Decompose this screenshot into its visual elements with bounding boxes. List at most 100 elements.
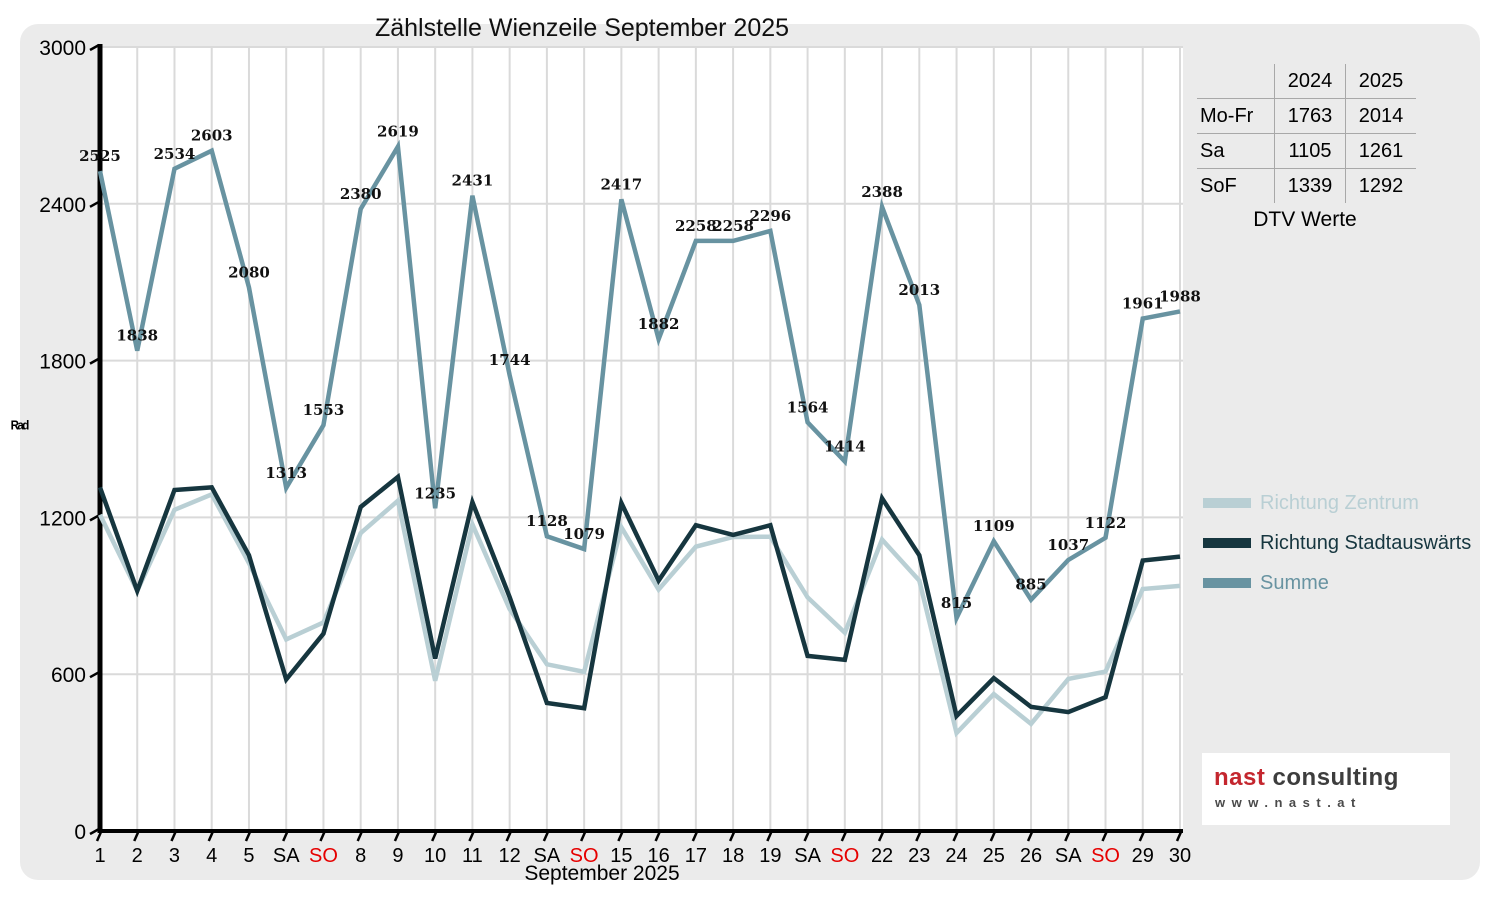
data-label: 1235 <box>414 484 456 502</box>
x-tick-label: 23 <box>908 845 930 867</box>
x-tick <box>1026 831 1034 842</box>
x-tick <box>915 831 922 842</box>
x-tick-label: SO <box>309 845 338 867</box>
data-label: 2619 <box>377 123 419 141</box>
x-tick <box>840 831 847 842</box>
x-tick <box>1064 831 1071 842</box>
y-tick <box>89 43 100 52</box>
legend-label: Richtung Stadtauswärts <box>1260 531 1472 554</box>
x-tick-label: SO <box>570 845 599 867</box>
x-tick <box>766 831 773 842</box>
x-tick <box>728 831 736 842</box>
data-label: 2417 <box>601 175 643 193</box>
y-tick-label: 1200 <box>39 507 86 530</box>
x-tick <box>282 831 289 842</box>
x-tick <box>207 831 214 842</box>
x-tick <box>133 831 140 842</box>
y-tick-label: 600 <box>51 664 86 687</box>
x-tick <box>1138 831 1145 842</box>
x-tick <box>952 831 959 842</box>
x-axis-title: September 2025 <box>524 862 680 885</box>
x-tick-label: 29 <box>1132 845 1154 867</box>
dtv-row-label: Mo-Fr <box>1197 98 1275 134</box>
nast-logo-wordmark: nast consulting <box>1214 764 1450 792</box>
x-tick <box>542 831 550 842</box>
data-label: 1313 <box>265 464 307 482</box>
y-tick <box>89 514 100 522</box>
dtv-value: 2014 <box>1345 98 1416 134</box>
nast-logo-brand: nast <box>1214 764 1266 791</box>
data-label: 1882 <box>638 315 680 333</box>
x-tick-label: 5 <box>243 845 254 867</box>
x-tick-label: 9 <box>392 845 403 867</box>
x-tick-label: 30 <box>1169 845 1191 867</box>
legend-label: Richtung Zentrum <box>1260 491 1419 514</box>
dtv-table: 2024 2025 Mo-Fr 1763 2014 Sa 1105 1261 S… <box>1197 64 1416 203</box>
data-label: 815 <box>941 594 972 612</box>
x-tick-label: 1 <box>94 845 105 867</box>
data-label: 2258 <box>675 217 717 235</box>
x-tick <box>877 831 885 842</box>
dtv-header-row: 2024 2025 <box>1197 64 1416 99</box>
x-tick-label: 19 <box>759 845 781 867</box>
data-label: 2258 <box>712 217 754 235</box>
legend: Richtung Zentrum Richtung Stadtauswärts … <box>1203 491 1471 611</box>
x-tick-label: SO <box>830 845 859 867</box>
y-tick-label: 0 <box>74 821 86 844</box>
series-line-richtung-zentrum <box>97 491 1181 738</box>
dtv-value: 1105 <box>1274 133 1346 169</box>
x-tick-label: 2 <box>132 845 143 867</box>
legend-item-zentrum: Richtung Zentrum <box>1203 491 1471 515</box>
y-axis-unit-label: Rad <box>10 419 30 433</box>
y-tick-label: 1800 <box>39 351 86 374</box>
x-tick <box>170 831 177 842</box>
x-tick-label: 22 <box>871 845 893 867</box>
chart-title: Zählstelle Wienzeile September 2025 <box>374 14 790 42</box>
y-tick-label: 3000 <box>39 37 86 60</box>
x-tick <box>95 831 103 842</box>
legend-swatch-stadtauswaerts <box>1203 538 1251 548</box>
data-label: 2431 <box>452 172 494 190</box>
x-tick-label: 18 <box>722 845 744 867</box>
dtv-table-caption: DTV Werte <box>1253 208 1357 231</box>
x-tick <box>579 831 587 842</box>
dtv-corner-cell <box>1197 64 1275 99</box>
x-tick <box>617 831 624 842</box>
x-tick <box>691 831 699 842</box>
x-tick <box>468 831 475 842</box>
series-line-richtung-stadtausw-rts <box>97 472 1181 721</box>
dtv-value: 1339 <box>1274 168 1346 203</box>
data-label: 2380 <box>340 185 382 203</box>
x-tick-label: 8 <box>355 845 366 867</box>
data-label: 1037 <box>1047 536 1089 554</box>
dtv-row-label: SoF <box>1200 174 1237 197</box>
legend-swatch-summe <box>1203 578 1251 588</box>
dtv-value: 1261 <box>1345 133 1416 169</box>
data-label: 2080 <box>228 263 270 281</box>
x-tick-label: SA <box>273 845 300 867</box>
x-tick <box>1101 831 1108 842</box>
x-tick-label: 24 <box>945 845 967 867</box>
x-tick-label: SO <box>1091 845 1120 867</box>
dtv-value: 1292 <box>1345 168 1416 203</box>
y-tick <box>89 827 100 836</box>
x-tick <box>393 831 401 842</box>
x-tick-label: 4 <box>206 845 217 867</box>
legend-swatch-zentrum <box>1203 498 1251 508</box>
dtv-row-mofr: Mo-Fr 1763 2014 <box>1197 98 1416 134</box>
data-label: 1744 <box>489 351 531 369</box>
legend-label: Summe <box>1260 571 1329 594</box>
data-label: 1414 <box>824 437 866 455</box>
x-tick-label: 3 <box>169 845 180 867</box>
nast-logo-url: www.nast.at <box>1215 795 1362 810</box>
data-label: 1961 <box>1122 295 1164 313</box>
data-label: 2525 <box>79 147 121 165</box>
data-label: 2296 <box>749 207 791 225</box>
x-tick-label: 26 <box>1020 845 1042 867</box>
x-tick <box>989 831 996 842</box>
x-tick-label: 25 <box>983 845 1005 867</box>
x-tick <box>1175 831 1183 842</box>
y-tick <box>89 200 100 208</box>
nast-logo: nast consulting www.nast.at <box>1202 753 1450 825</box>
